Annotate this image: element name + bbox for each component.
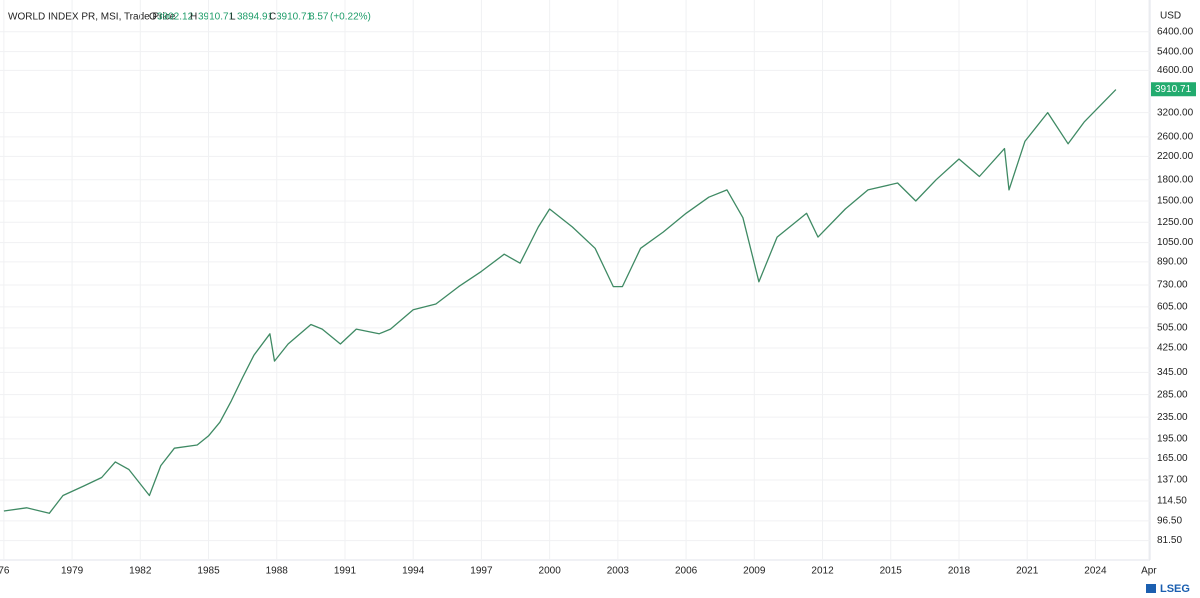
y-tick-label: 505.00 <box>1157 323 1188 334</box>
x-tick-label: 2012 <box>811 566 834 577</box>
y-tick-label: 605.00 <box>1157 301 1188 312</box>
y-tick-label: 285.00 <box>1157 389 1188 400</box>
legend-header: WORLD INDEX PR, MSI, Trade Price O 3902.… <box>8 12 371 23</box>
logo-icon <box>1146 584 1156 593</box>
y-tick-label: 1050.00 <box>1157 237 1194 248</box>
y-tick-label: 890.00 <box>1157 256 1188 267</box>
low-label: L <box>230 12 236 23</box>
last-price-box <box>1151 82 1196 97</box>
high-label: H <box>190 12 197 23</box>
y-tick-label: 5400.00 <box>1157 46 1194 57</box>
y-tick-label: 3200.00 <box>1157 107 1194 118</box>
x-tick-label: 2009 <box>743 566 766 577</box>
y-tick-label: 345.00 <box>1157 367 1188 378</box>
y-tick-label: 235.00 <box>1157 412 1188 423</box>
y-tick-label: 1500.00 <box>1157 196 1194 207</box>
open-value: 3902.12 <box>157 12 194 23</box>
grid <box>0 0 1150 560</box>
x-tick-label: 76 <box>0 566 10 577</box>
x-tick-label: 2024 <box>1084 566 1107 577</box>
x-tick-label: 1988 <box>266 566 289 577</box>
x-tick-label: 1997 <box>470 566 493 577</box>
close-value: 3910.71 <box>276 12 313 23</box>
last-price-label: 3910.71 <box>1155 84 1192 95</box>
logo: LSEG <box>1146 583 1190 595</box>
low-value: 3894.91 <box>237 12 274 23</box>
x-tick-label: 2003 <box>607 566 630 577</box>
price-line <box>3 89 1117 514</box>
x-tick-label: 1994 <box>402 566 425 577</box>
y-tick-label: 137.00 <box>1157 475 1188 486</box>
y-tick-label: 1800.00 <box>1157 174 1194 185</box>
change-percent: (+0.22%) <box>330 12 371 23</box>
y-tick-label: 2200.00 <box>1157 151 1194 162</box>
y-tick-label: 1250.00 <box>1157 217 1194 228</box>
x-tick-label: Apr <box>1141 566 1157 577</box>
x-tick-label: 1979 <box>61 566 84 577</box>
y-tick-label: 165.00 <box>1157 453 1188 464</box>
y-tick-label: 4600.00 <box>1157 65 1194 76</box>
x-tick-label: 1985 <box>197 566 220 577</box>
x-tick-label: 2000 <box>539 566 562 577</box>
x-tick-label: 1991 <box>334 566 357 577</box>
y-tick-label: 195.00 <box>1157 434 1188 445</box>
logo-text: LSEG <box>1160 583 1190 595</box>
close-label: C <box>269 12 276 23</box>
open-label: O <box>149 12 157 23</box>
y-tick-label: 730.00 <box>1157 280 1188 291</box>
x-tick-label: 2021 <box>1016 566 1039 577</box>
change-value: 8.57 <box>309 12 329 23</box>
y-tick-label: 96.50 <box>1157 516 1182 527</box>
y-tick-label: 81.50 <box>1157 535 1182 546</box>
high-value: 3910.71 <box>198 12 235 23</box>
currency-label: USD <box>1160 11 1181 22</box>
y-tick-label: 114.50 <box>1157 496 1187 507</box>
x-tick-label: 1982 <box>129 566 152 577</box>
x-tick-label: 2015 <box>880 566 903 577</box>
y-tick-label: 2600.00 <box>1157 131 1194 142</box>
x-tick-label: 2006 <box>675 566 698 577</box>
y-tick-label: 425.00 <box>1157 343 1188 354</box>
chart-title: WORLD INDEX PR, MSI, Trade Price <box>8 12 176 23</box>
x-tick-label: 2018 <box>948 566 971 577</box>
y-tick-label: 6400.00 <box>1157 26 1194 37</box>
